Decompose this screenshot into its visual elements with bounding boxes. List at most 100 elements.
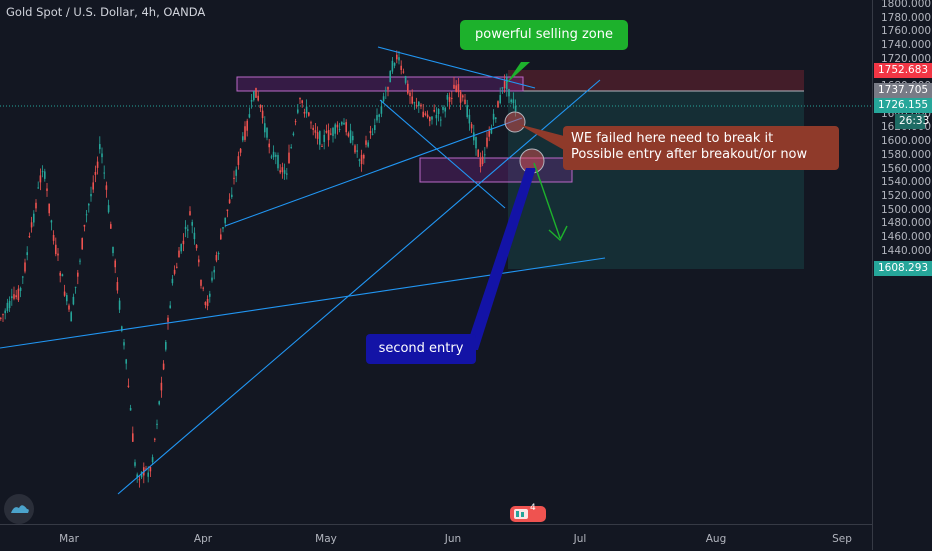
price-tick: 1580.000: [881, 148, 932, 161]
tradingview-logo-icon[interactable]: [4, 494, 34, 524]
candle-body: [134, 462, 136, 466]
candle-body: [61, 274, 64, 277]
candle-body: [376, 115, 378, 121]
candle-body: [323, 134, 325, 142]
candle-body: [79, 260, 81, 262]
candle-body: [77, 272, 79, 277]
candle-body: [409, 92, 411, 97]
candle-body: [303, 111, 306, 114]
candle-body: [52, 235, 55, 241]
candle-body: [72, 296, 75, 305]
candle-body: [455, 85, 457, 92]
candle-body: [272, 151, 275, 158]
candle-body: [310, 122, 312, 124]
price-tick: 1600.000: [881, 135, 932, 148]
candle-body: [63, 291, 66, 296]
candle-body: [277, 155, 279, 169]
candle-body: [26, 252, 28, 256]
candle-body: [316, 132, 319, 139]
candle-body: [178, 250, 180, 258]
candle-body: [200, 279, 202, 286]
candle-body: [182, 240, 185, 245]
candle-body: [424, 113, 427, 116]
candle-body: [15, 295, 17, 298]
candle-body: [169, 305, 171, 309]
candle-body: [158, 401, 160, 405]
price-tick: 1780.000: [881, 11, 932, 24]
candle-body: [57, 253, 59, 256]
candle-body: [330, 133, 332, 135]
candle-body: [41, 171, 44, 173]
candle-body: [396, 54, 398, 60]
candle-body: [514, 105, 517, 112]
candle-body: [48, 203, 50, 214]
candle-body: [312, 127, 314, 131]
target-price-label: 1608.293: [874, 261, 932, 276]
time-axis[interactable]: Mar Apr May Jun Jul Aug Sep: [0, 524, 872, 551]
chart-area[interactable]: Gold Spot / U.S. Dollar, 4h, OANDA power…: [0, 0, 872, 524]
candle-body: [224, 217, 226, 224]
candle-body: [30, 222, 33, 228]
candle-body: [477, 149, 479, 157]
candle-body: [0, 317, 2, 319]
price-tick: 1800.000: [881, 0, 932, 10]
candle-body: [297, 109, 299, 113]
ideas-count: 4: [530, 503, 536, 513]
candle-body: [35, 202, 37, 209]
price-chart[interactable]: [0, 0, 872, 524]
candle-body: [244, 126, 246, 140]
candle-body: [385, 90, 387, 92]
price-axis[interactable]: 1800.000 1780.000 1760.000 1740.000 1720.000…: [872, 0, 932, 550]
candle-body: [121, 326, 123, 331]
candle-body: [393, 62, 396, 66]
resistance-box: [236, 76, 524, 92]
candle-body: [345, 122, 347, 133]
candle-body: [233, 177, 235, 180]
candle-body: [88, 203, 90, 206]
price-tick: 1740.000: [881, 39, 932, 52]
candle-body: [55, 244, 57, 255]
second-entry-text: second entry: [378, 341, 464, 356]
candle-body: [492, 113, 495, 120]
flag-icon: [510, 506, 546, 522]
candle-body: [127, 385, 130, 388]
mid-trendline[interactable]: [224, 117, 523, 227]
candle-body: [268, 143, 270, 148]
candle-body: [70, 312, 72, 322]
candle-body: [132, 433, 134, 442]
profit-zone: [508, 91, 804, 269]
candle-body: [8, 300, 11, 309]
candle-body: [398, 57, 400, 61]
candle-body: [123, 342, 125, 346]
candle-body: [422, 111, 424, 118]
candle-body: [171, 278, 174, 284]
candle-body: [22, 276, 24, 278]
ideas-badge[interactable]: 4: [508, 503, 548, 523]
steep-trendline[interactable]: [117, 79, 601, 495]
candle-body: [270, 156, 273, 158]
candle-body: [490, 127, 493, 134]
channel-diagonal-line[interactable]: [379, 99, 506, 209]
candle-body: [506, 77, 508, 90]
candle-body: [202, 287, 204, 289]
candle-body: [165, 341, 167, 350]
candle-body: [288, 152, 290, 164]
candle-body: [497, 101, 499, 108]
candle-body: [501, 87, 504, 89]
candle-body: [151, 457, 154, 463]
candle-body: [154, 438, 156, 440]
long-term-trendline[interactable]: [0, 257, 606, 349]
candle-body: [420, 104, 422, 107]
selling-zone-callout: powerful selling zone: [460, 20, 628, 50]
candle-body: [90, 193, 92, 197]
candle-body: [37, 187, 39, 189]
candle-body: [39, 175, 42, 183]
candle-body: [261, 110, 264, 119]
candle-body: [341, 122, 343, 125]
candle-body: [466, 105, 468, 118]
candle-body: [50, 220, 53, 223]
time-tick: Jun: [444, 533, 462, 545]
candle-body: [473, 132, 475, 141]
candle-body: [387, 86, 389, 90]
candle-body: [149, 467, 152, 472]
